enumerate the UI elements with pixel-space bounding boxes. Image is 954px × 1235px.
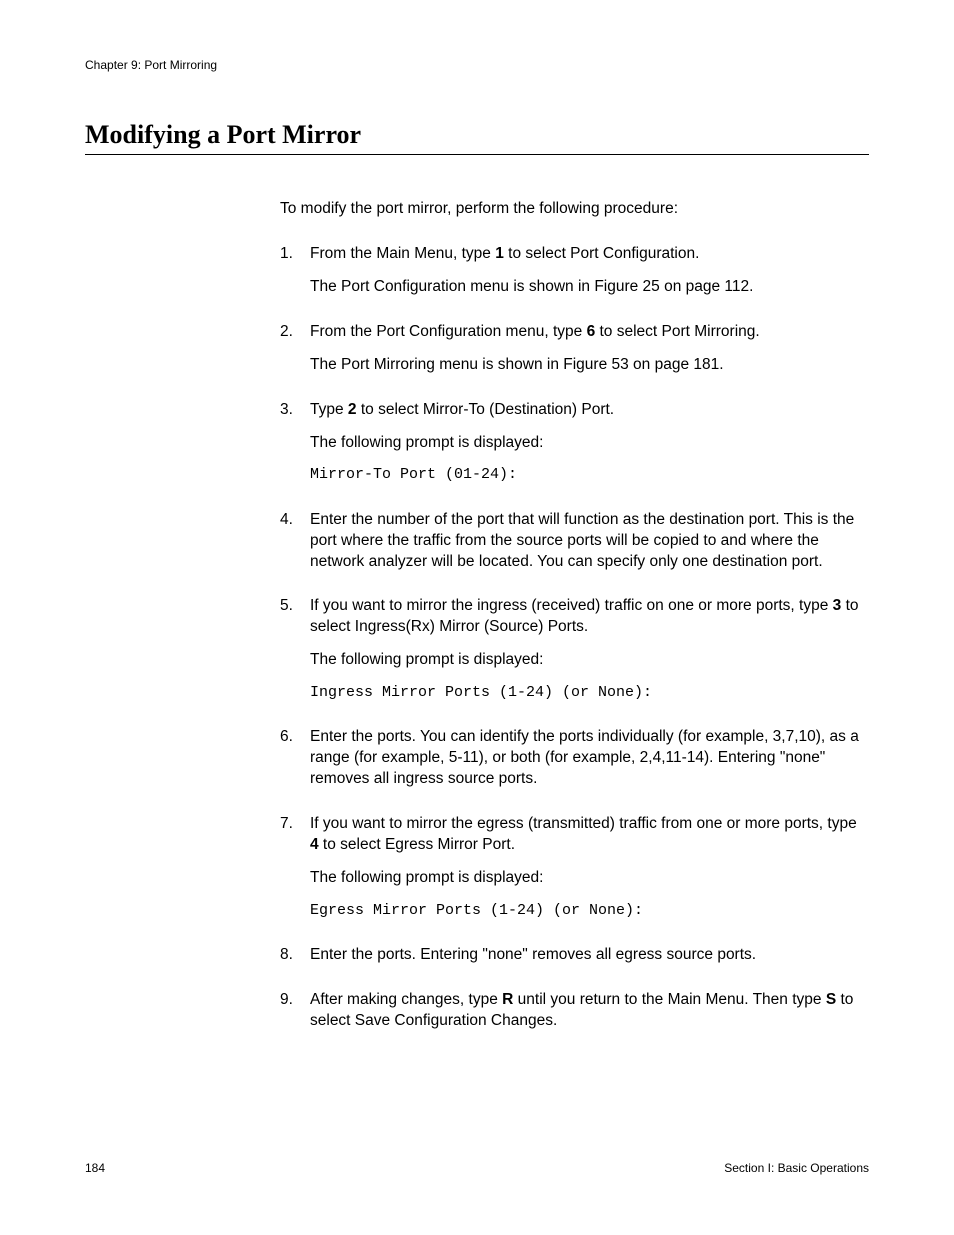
step-number: 8. — [280, 945, 310, 978]
text-fragment: Type — [310, 401, 348, 418]
step-text: After making changes, type R until you r… — [310, 990, 869, 1032]
step-number: 5. — [280, 596, 310, 715]
step-body: Type 2 to select Mirror-To (Destination)… — [310, 400, 869, 498]
step-body: From the Main Menu, type 1 to select Por… — [310, 244, 869, 310]
document-page: Chapter 9: Port Mirroring Modifying a Po… — [0, 0, 954, 1044]
text-fragment: From the Main Menu, type — [310, 245, 495, 262]
bold-key: 3 — [833, 597, 842, 614]
text-fragment: From the Port Configuration menu, type — [310, 323, 587, 340]
step-number: 4. — [280, 510, 310, 585]
bold-key: S — [826, 991, 836, 1008]
step-text: Type 2 to select Mirror-To (Destination)… — [310, 400, 869, 421]
step-body: Enter the number of the port that will f… — [310, 510, 869, 585]
step-number: 3. — [280, 400, 310, 498]
text-fragment: to select Port Mirroring. — [595, 323, 760, 340]
step-text: From the Port Configuration menu, type 6… — [310, 322, 869, 343]
list-item: 3. Type 2 to select Mirror-To (Destinati… — [280, 400, 869, 498]
step-number: 2. — [280, 322, 310, 388]
section-label: Section I: Basic Operations — [724, 1161, 869, 1175]
bold-key: 4 — [310, 836, 319, 853]
text-fragment: After making changes, type — [310, 991, 502, 1008]
step-subtext: The Port Configuration menu is shown in … — [310, 277, 869, 298]
step-number: 9. — [280, 990, 310, 1044]
text-fragment: to select Port Configuration. — [504, 245, 700, 262]
list-item: 1. From the Main Menu, type 1 to select … — [280, 244, 869, 310]
code-prompt: Mirror-To Port (01-24): — [310, 465, 869, 485]
page-number: 184 — [85, 1161, 105, 1175]
text-fragment: to select Egress Mirror Port. — [319, 836, 515, 853]
chapter-header: Chapter 9: Port Mirroring — [85, 58, 869, 72]
text-fragment: to select Mirror-To (Destination) Port. — [357, 401, 615, 418]
list-item: 5. If you want to mirror the ingress (re… — [280, 596, 869, 715]
step-body: Enter the ports. Entering "none" removes… — [310, 945, 869, 978]
text-fragment: If you want to mirror the egress (transm… — [310, 815, 857, 832]
bold-key: 1 — [495, 245, 504, 262]
step-number: 7. — [280, 814, 310, 933]
list-item: 2. From the Port Configuration menu, typ… — [280, 322, 869, 388]
list-item: 4. Enter the number of the port that wil… — [280, 510, 869, 585]
content-body: To modify the port mirror, perform the f… — [280, 199, 869, 1044]
bold-key: R — [502, 991, 513, 1008]
step-text: Enter the ports. Entering "none" removes… — [310, 945, 869, 966]
step-number: 1. — [280, 244, 310, 310]
code-prompt: Egress Mirror Ports (1-24) (or None): — [310, 901, 869, 921]
step-body: After making changes, type R until you r… — [310, 990, 869, 1044]
step-number: 6. — [280, 727, 310, 802]
step-body: From the Port Configuration menu, type 6… — [310, 322, 869, 388]
list-item: 8. Enter the ports. Entering "none" remo… — [280, 945, 869, 978]
step-subtext: The following prompt is displayed: — [310, 433, 869, 454]
list-item: 6. Enter the ports. You can identify the… — [280, 727, 869, 802]
step-text: If you want to mirror the ingress (recei… — [310, 596, 869, 638]
text-fragment: until you return to the Main Menu. Then … — [513, 991, 825, 1008]
text-fragment: If you want to mirror the ingress (recei… — [310, 597, 833, 614]
step-text: Enter the ports. You can identify the po… — [310, 727, 869, 790]
procedure-list: 1. From the Main Menu, type 1 to select … — [280, 244, 869, 1044]
step-subtext: The following prompt is displayed: — [310, 650, 869, 671]
step-body: If you want to mirror the egress (transm… — [310, 814, 869, 933]
step-body: If you want to mirror the ingress (recei… — [310, 596, 869, 715]
intro-paragraph: To modify the port mirror, perform the f… — [280, 199, 869, 220]
list-item: 9. After making changes, type R until yo… — [280, 990, 869, 1044]
step-text: If you want to mirror the egress (transm… — [310, 814, 869, 856]
step-text: From the Main Menu, type 1 to select Por… — [310, 244, 869, 265]
bold-key: 6 — [587, 323, 596, 340]
bold-key: 2 — [348, 401, 357, 418]
step-body: Enter the ports. You can identify the po… — [310, 727, 869, 802]
list-item: 7. If you want to mirror the egress (tra… — [280, 814, 869, 933]
code-prompt: Ingress Mirror Ports (1-24) (or None): — [310, 683, 869, 703]
step-text: Enter the number of the port that will f… — [310, 510, 869, 573]
page-footer: 184 Section I: Basic Operations — [85, 1161, 869, 1175]
step-subtext: The following prompt is displayed: — [310, 868, 869, 889]
section-title: Modifying a Port Mirror — [85, 120, 869, 155]
step-subtext: The Port Mirroring menu is shown in Figu… — [310, 355, 869, 376]
